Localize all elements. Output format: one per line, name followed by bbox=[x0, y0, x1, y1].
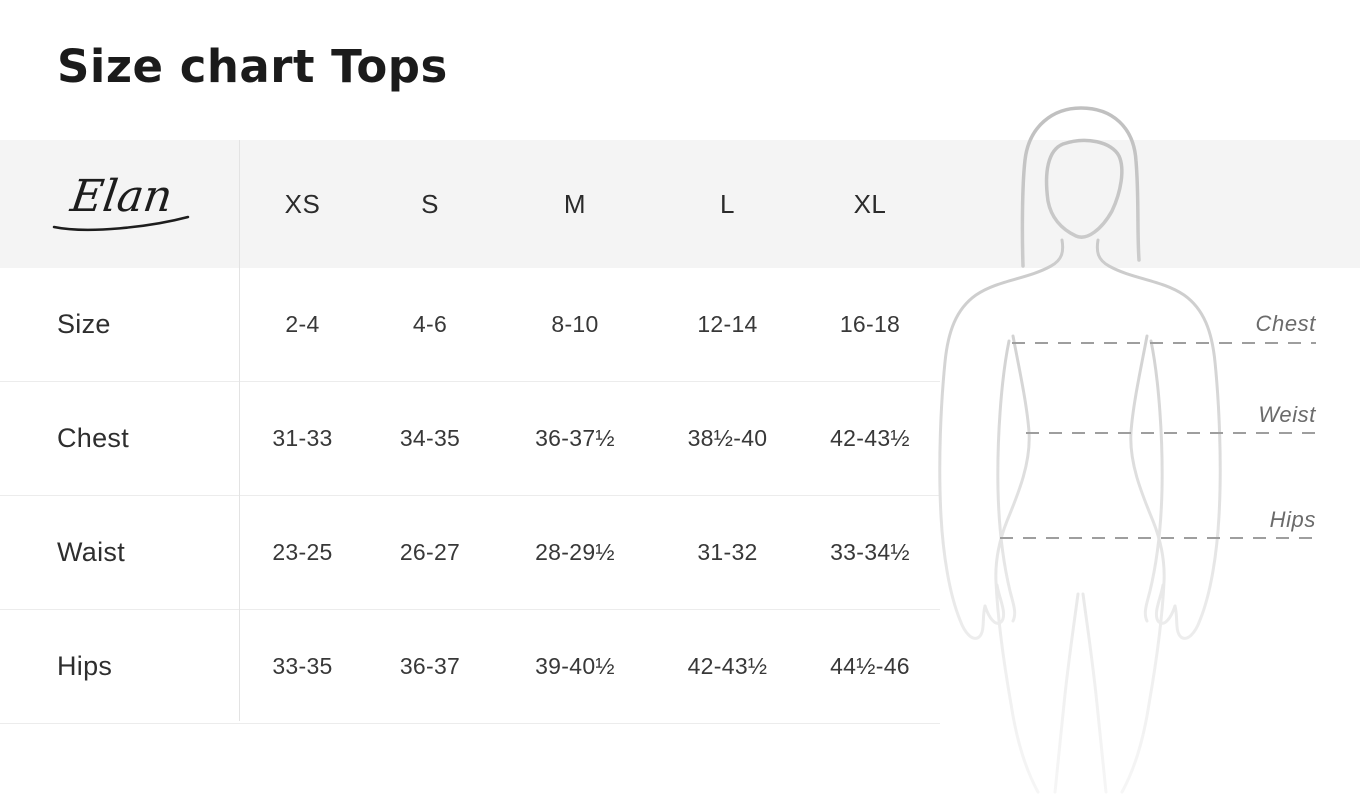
cell-size-xs: 2-4 bbox=[285, 311, 320, 337]
cell-hips-m: 39-40½ bbox=[535, 653, 615, 679]
cell-hips-l: 42-43½ bbox=[687, 653, 768, 679]
brand-logo-text: Elan bbox=[67, 171, 176, 222]
silhouette-torso-right-leg bbox=[1120, 334, 1166, 794]
silhouette-right-inner-arm bbox=[1143, 339, 1164, 623]
cell-chest-m: 36-37½ bbox=[535, 425, 615, 451]
silhouette-torso-left-leg bbox=[994, 334, 1040, 794]
cell-waist-s: 26-27 bbox=[399, 539, 461, 565]
column-header-l: L bbox=[720, 188, 735, 219]
size-chart-table: Elan XS S M L XL Size 2-4 4-6 8-10 12-14… bbox=[0, 140, 940, 724]
table-row-size: Size 2-4 4-6 8-10 12-14 16-18 bbox=[0, 268, 940, 382]
brand-logo: Elan bbox=[52, 171, 190, 232]
cell-size-s: 4-6 bbox=[412, 311, 448, 337]
brand-logo-cell: Elan bbox=[0, 165, 240, 243]
column-header-s: S bbox=[421, 188, 439, 219]
cell-chest-xl: 42-43½ bbox=[830, 425, 910, 451]
cell-hips-xl: 44½-46 bbox=[830, 653, 910, 679]
table-vertical-divider bbox=[239, 140, 240, 721]
page-title: Size chart Tops bbox=[57, 40, 448, 93]
column-header-m: M bbox=[563, 188, 587, 219]
cell-waist-xs: 23-25 bbox=[272, 539, 333, 565]
table-row-waist: Waist 23-25 26-27 28-29½ 31-32 33-34½ bbox=[0, 496, 940, 610]
figure-label-hips: Hips bbox=[1269, 507, 1316, 532]
silhouette-inner-right-leg bbox=[1081, 592, 1108, 794]
silhouette-right-arm bbox=[1095, 238, 1222, 640]
cell-size-xl: 16-18 bbox=[839, 311, 901, 337]
cell-chest-xs: 31-33 bbox=[272, 425, 333, 451]
silhouette-left-arm bbox=[938, 238, 1065, 640]
table-row-chest: Chest 31-33 34-35 36-37½ 38½-40 42-43½ bbox=[0, 382, 940, 496]
column-header-xl: XL bbox=[853, 188, 887, 219]
row-label-hips: Hips bbox=[57, 651, 113, 681]
cell-waist-l: 31-32 bbox=[697, 539, 758, 565]
row-label-size: Size bbox=[57, 309, 111, 339]
cell-waist-xl: 33-34½ bbox=[830, 539, 910, 565]
row-label-chest: Chest bbox=[57, 423, 130, 453]
column-header-xs: XS bbox=[284, 188, 321, 219]
silhouette-inner-left-leg bbox=[1053, 592, 1080, 794]
cell-chest-s: 34-35 bbox=[399, 425, 461, 451]
cell-waist-m: 28-29½ bbox=[535, 539, 615, 565]
silhouette-left-inner-arm bbox=[996, 339, 1017, 623]
row-label-waist: Waist bbox=[57, 537, 125, 567]
cell-chest-l: 38½-40 bbox=[687, 425, 768, 451]
table-row-hips: Hips 33-35 36-37 39-40½ 42-43½ 44½-46 bbox=[0, 610, 940, 724]
silhouette-left-hand bbox=[983, 583, 1006, 625]
cell-hips-xs: 33-35 bbox=[272, 653, 333, 679]
cell-size-m: 8-10 bbox=[551, 311, 599, 337]
cell-hips-s: 36-37 bbox=[399, 653, 461, 679]
figure-label-chest: Chest bbox=[1255, 311, 1316, 336]
table-header-row: Elan XS S M L XL bbox=[0, 140, 940, 268]
cell-size-l: 12-14 bbox=[697, 311, 758, 337]
brand-logo-underline bbox=[52, 215, 190, 232]
figure-label-weist: Weist bbox=[1258, 402, 1316, 427]
silhouette-right-hand bbox=[1154, 583, 1177, 625]
